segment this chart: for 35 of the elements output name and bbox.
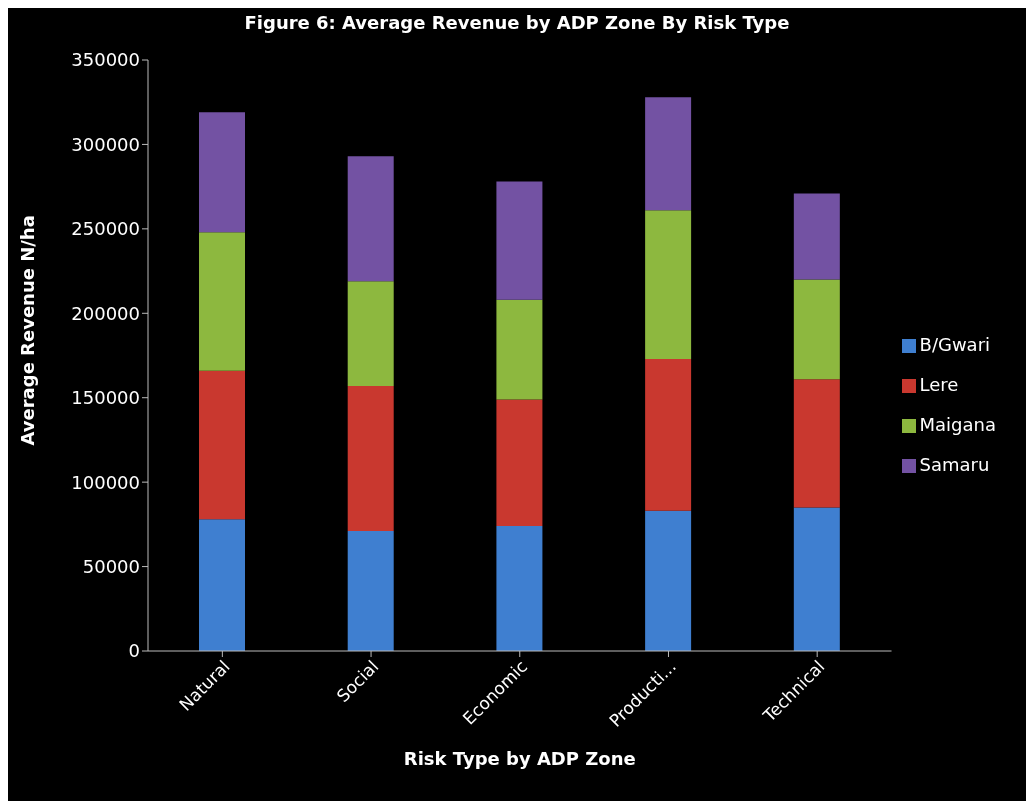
y-tick-label: 50000 <box>82 555 140 577</box>
bar <box>793 507 840 651</box>
chart-title: Figure 6: Average Revenue by ADP Zone By Risk Type <box>243 12 791 33</box>
legend-label: B/Gwari <box>919 333 991 355</box>
bar <box>347 156 394 282</box>
y-tick-label: 100000 <box>71 471 140 493</box>
bar <box>496 181 543 300</box>
bar <box>793 279 840 380</box>
y-tick-label: 350000 <box>71 49 140 71</box>
bar <box>199 232 245 371</box>
bar <box>347 385 394 532</box>
y-axis-title: Average Revenue N/ha <box>17 215 39 446</box>
bar <box>793 379 840 508</box>
bar <box>199 370 245 520</box>
bar <box>645 510 692 651</box>
y-tick-label: 250000 <box>71 218 140 240</box>
bar <box>199 519 245 651</box>
legend-label: Maigana <box>919 413 996 435</box>
bar <box>199 112 245 233</box>
bar <box>347 281 394 386</box>
bar <box>347 531 394 651</box>
bar <box>496 299 543 400</box>
bar <box>496 399 543 527</box>
y-tick-label: 0 <box>128 640 140 662</box>
bar <box>645 358 692 511</box>
y-tick-label: 300000 <box>71 133 140 155</box>
bar <box>645 210 692 359</box>
bar <box>645 97 692 211</box>
bar <box>496 526 543 651</box>
legend-label: Lere <box>919 373 959 395</box>
x-axis-title: Risk Type by ADP Zone <box>403 748 636 769</box>
y-tick-label: 200000 <box>71 302 140 324</box>
legend-label: Samaru <box>919 453 990 475</box>
bar <box>793 193 840 280</box>
y-tick-label: 150000 <box>71 387 140 409</box>
